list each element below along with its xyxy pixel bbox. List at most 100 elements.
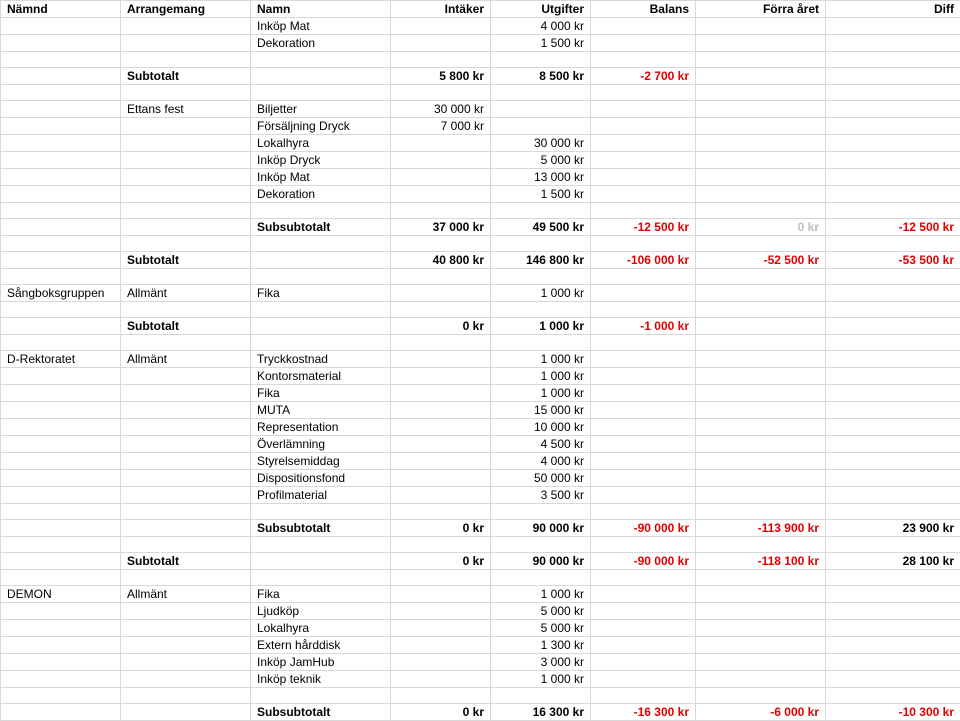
cell-diff xyxy=(826,68,960,85)
cell-diff xyxy=(826,654,960,671)
cell-intaker xyxy=(391,688,491,704)
cell-balans xyxy=(591,186,696,203)
cell-namnd xyxy=(1,654,121,671)
cell-diff xyxy=(826,85,960,101)
cell-utgifter xyxy=(491,269,591,285)
cell-arrangemang xyxy=(121,186,251,203)
cell-diff xyxy=(826,186,960,203)
cell-namn: Kontorsmaterial xyxy=(251,368,391,385)
table-row: Inköp JamHub3 000 kr xyxy=(1,654,960,671)
cell-forra xyxy=(696,135,826,152)
cell-arrangemang xyxy=(121,419,251,436)
cell-namn: Styrelsemiddag xyxy=(251,453,391,470)
cell-namnd xyxy=(1,18,121,35)
cell-namn xyxy=(251,570,391,586)
cell-arrangemang xyxy=(121,219,251,236)
cell-namn: Biljetter xyxy=(251,101,391,118)
cell-intaker: 5 800 kr xyxy=(391,68,491,85)
cell-diff xyxy=(826,236,960,252)
cell-utgifter xyxy=(491,118,591,135)
cell-forra xyxy=(696,487,826,504)
cell-intaker xyxy=(391,603,491,620)
cell-balans xyxy=(591,85,696,101)
cell-balans xyxy=(591,52,696,68)
table-row xyxy=(1,688,960,704)
cell-arrangemang xyxy=(121,671,251,688)
table-row: Dekoration1 500 kr xyxy=(1,186,960,203)
cell-intaker xyxy=(391,52,491,68)
cell-diff xyxy=(826,671,960,688)
table-row: Subsubtotalt0 kr90 000 kr-90 000 kr-113 … xyxy=(1,520,960,537)
table-row xyxy=(1,236,960,252)
cell-utgifter: 90 000 kr xyxy=(491,553,591,570)
cell-utgifter: 3 000 kr xyxy=(491,654,591,671)
cell-balans xyxy=(591,487,696,504)
cell-namn: Extern hårddisk xyxy=(251,637,391,654)
cell-diff xyxy=(826,285,960,302)
table-row xyxy=(1,570,960,586)
cell-forra xyxy=(696,637,826,654)
table-row: SångboksgruppenAllmäntFika1 000 kr xyxy=(1,285,960,302)
cell-diff xyxy=(826,101,960,118)
cell-balans xyxy=(591,671,696,688)
table-row: Representation10 000 kr xyxy=(1,419,960,436)
cell-namnd xyxy=(1,52,121,68)
header-row: Nämnd Arrangemang Namn Intäker Utgifter … xyxy=(1,1,960,18)
cell-balans xyxy=(591,537,696,553)
cell-balans xyxy=(591,236,696,252)
cell-intaker xyxy=(391,470,491,487)
cell-diff xyxy=(826,118,960,135)
cell-namn: Profilmaterial xyxy=(251,487,391,504)
cell-intaker xyxy=(391,351,491,368)
cell-balans: -16 300 kr xyxy=(591,704,696,721)
cell-intaker xyxy=(391,487,491,504)
cell-forra xyxy=(696,118,826,135)
cell-namnd xyxy=(1,570,121,586)
cell-namn xyxy=(251,52,391,68)
table-row: Subsubtotalt0 kr16 300 kr-16 300 kr-6 00… xyxy=(1,704,960,721)
cell-namnd xyxy=(1,35,121,52)
cell-utgifter: 4 500 kr xyxy=(491,436,591,453)
cell-arrangemang xyxy=(121,335,251,351)
cell-namnd: DEMON xyxy=(1,586,121,603)
cell-diff xyxy=(826,368,960,385)
cell-intaker: 0 kr xyxy=(391,553,491,570)
cell-utgifter: 49 500 kr xyxy=(491,219,591,236)
cell-diff xyxy=(826,385,960,402)
table-row: Fika1 000 kr xyxy=(1,385,960,402)
cell-arrangemang xyxy=(121,487,251,504)
table-row xyxy=(1,537,960,553)
cell-diff xyxy=(826,335,960,351)
cell-utgifter: 1 300 kr xyxy=(491,637,591,654)
cell-arrangemang xyxy=(121,203,251,219)
cell-namn: Dekoration xyxy=(251,35,391,52)
cell-label: Subtotalt xyxy=(121,553,251,570)
cell-forra xyxy=(696,186,826,203)
cell-intaker xyxy=(391,186,491,203)
cell-utgifter: 1 500 kr xyxy=(491,35,591,52)
table-row: Ljudköp5 000 kr xyxy=(1,603,960,620)
cell-label: Subtotalt xyxy=(121,68,251,85)
cell-forra xyxy=(696,68,826,85)
cell-balans xyxy=(591,419,696,436)
cell-namn: MUTA xyxy=(251,402,391,419)
cell-balans xyxy=(591,302,696,318)
cell-intaker xyxy=(391,586,491,603)
cell-arrangemang xyxy=(121,654,251,671)
cell-forra xyxy=(696,318,826,335)
cell-utgifter xyxy=(491,236,591,252)
cell-namnd xyxy=(1,637,121,654)
cell-balans xyxy=(591,335,696,351)
cell-forra xyxy=(696,269,826,285)
cell-utgifter: 15 000 kr xyxy=(491,402,591,419)
table-row: Kontorsmaterial1 000 kr xyxy=(1,368,960,385)
cell-namn: Inköp Mat xyxy=(251,169,391,186)
cell-diff xyxy=(826,603,960,620)
cell-diff xyxy=(826,470,960,487)
cell-utgifter: 5 000 kr xyxy=(491,603,591,620)
table-row: Dekoration 1 500 kr xyxy=(1,35,960,52)
cell-intaker: 0 kr xyxy=(391,520,491,537)
cell-forra xyxy=(696,586,826,603)
cell-forra xyxy=(696,152,826,169)
table-row: Inköp Dryck5 000 kr xyxy=(1,152,960,169)
